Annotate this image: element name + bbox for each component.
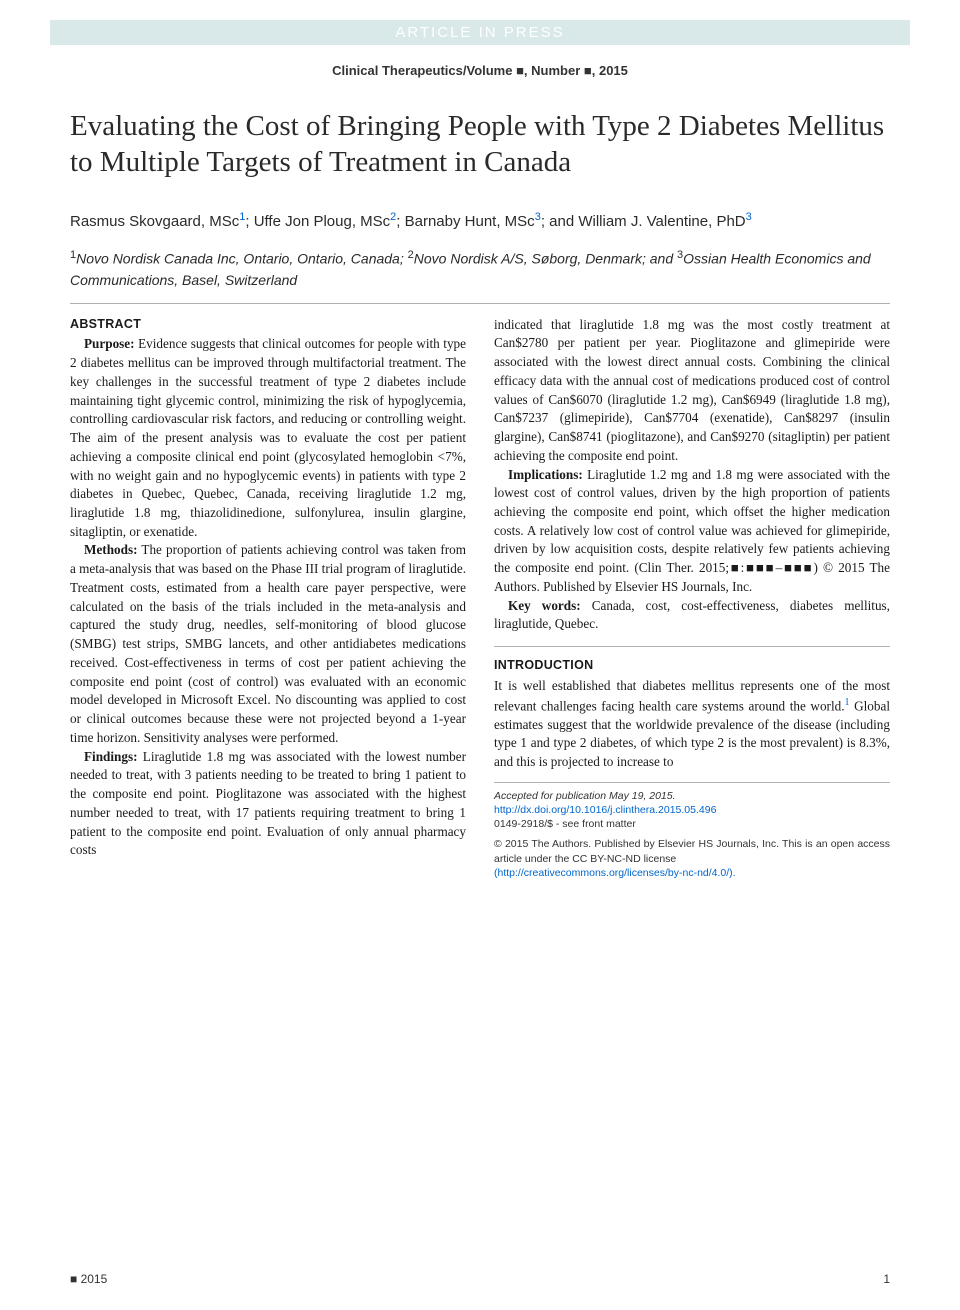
abstract-findings-left: Findings: Liraglutide 1.8 mg was associa… [70,748,466,860]
purpose-text: Evidence suggests that clinical outcomes… [70,336,466,538]
introduction-block: INTRODUCTION It is well established that… [494,657,890,772]
introduction-paragraph: It is well established that diabetes mel… [494,677,890,772]
issn-line: 0149-2918/$ - see front matter [494,817,890,831]
authors-line: Rasmus Skovgaard, MSc1; Uffe Jon Ploug, … [70,209,890,234]
findings-text-left: Liraglutide 1.8 mg was associated with t… [70,749,466,858]
right-column: indicated that liraglutide 1.8 mg was th… [494,316,890,880]
abstract-findings-right: indicated that liraglutide 1.8 mg was th… [494,316,890,466]
methods-label: Methods: [84,542,137,557]
two-column-body: ABSTRACT Purpose: Evidence suggests that… [70,316,890,880]
page-footer: ■ 2015 1 [70,1272,890,1286]
accepted-date: Accepted for publication May 19, 2015. [494,789,890,803]
article-in-press-banner: ARTICLE IN PRESS [50,20,910,45]
purpose-label: Purpose: [84,336,135,351]
affiliations-line: 1Novo Nordisk Canada Inc, Ontario, Ontar… [70,247,890,291]
journal-volume-line: Clinical Therapeutics/Volume ■, Number ■… [70,63,890,78]
page-number: 1 [883,1272,890,1286]
abstract-implications: Implications: Liraglutide 1.2 mg and 1.8… [494,466,890,597]
footer-year: ■ 2015 [70,1272,107,1286]
copyright-line: © 2015 The Authors. Published by Elsevie… [494,837,890,865]
methods-text: The proportion of patients achieving con… [70,542,466,744]
keywords-label: Key words: [508,598,581,613]
header-rule [70,303,890,304]
doi-link[interactable]: http://dx.doi.org/10.1016/j.clinthera.20… [494,804,716,816]
introduction-heading: INTRODUCTION [494,657,890,675]
abstract-end-rule [494,646,890,647]
left-column: ABSTRACT Purpose: Evidence suggests that… [70,316,466,880]
license-link[interactable]: (http://creativecommons.org/licenses/by-… [494,867,736,879]
abstract-methods: Methods: The proportion of patients achi… [70,541,466,747]
findings-label: Findings: [84,749,138,764]
footnotes-block: Accepted for publication May 19, 2015. h… [494,782,890,880]
implications-text: Liraglutide 1.2 mg and 1.8 mg were assoc… [494,467,890,594]
implications-label: Implications: [508,467,583,482]
abstract-keywords: Key words: Canada, cost, cost-effectiven… [494,597,890,634]
abstract-heading: ABSTRACT [70,316,466,334]
article-title: Evaluating the Cost of Bringing People w… [70,108,890,181]
abstract-purpose: Purpose: Evidence suggests that clinical… [70,335,466,541]
intro-text-1: It is well established that diabetes mel… [494,678,890,713]
